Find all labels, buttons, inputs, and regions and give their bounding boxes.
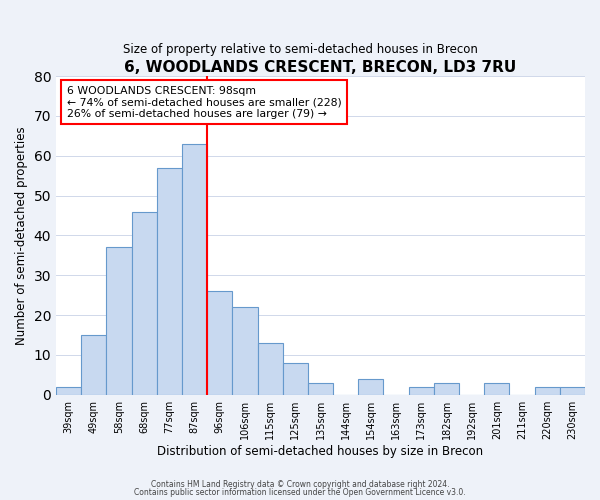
- X-axis label: Distribution of semi-detached houses by size in Brecon: Distribution of semi-detached houses by …: [157, 444, 484, 458]
- Bar: [560, 386, 585, 394]
- Bar: [257, 343, 283, 394]
- Bar: [484, 383, 509, 394]
- Bar: [207, 291, 232, 395]
- Bar: [157, 168, 182, 394]
- Bar: [81, 335, 106, 394]
- Text: Contains public sector information licensed under the Open Government Licence v3: Contains public sector information licen…: [134, 488, 466, 497]
- Text: Size of property relative to semi-detached houses in Brecon: Size of property relative to semi-detach…: [122, 42, 478, 56]
- Bar: [131, 212, 157, 394]
- Bar: [409, 386, 434, 394]
- Bar: [232, 307, 257, 394]
- Title: 6, WOODLANDS CRESCENT, BRECON, LD3 7RU: 6, WOODLANDS CRESCENT, BRECON, LD3 7RU: [124, 60, 517, 75]
- Bar: [56, 386, 81, 394]
- Text: 6 WOODLANDS CRESCENT: 98sqm
← 74% of semi-detached houses are smaller (228)
26% : 6 WOODLANDS CRESCENT: 98sqm ← 74% of sem…: [67, 86, 341, 119]
- Bar: [434, 383, 459, 394]
- Bar: [308, 383, 333, 394]
- Text: Contains HM Land Registry data © Crown copyright and database right 2024.: Contains HM Land Registry data © Crown c…: [151, 480, 449, 489]
- Bar: [283, 363, 308, 394]
- Bar: [358, 379, 383, 394]
- Bar: [106, 248, 131, 394]
- Y-axis label: Number of semi-detached properties: Number of semi-detached properties: [15, 126, 28, 345]
- Bar: [182, 144, 207, 395]
- Bar: [535, 386, 560, 394]
